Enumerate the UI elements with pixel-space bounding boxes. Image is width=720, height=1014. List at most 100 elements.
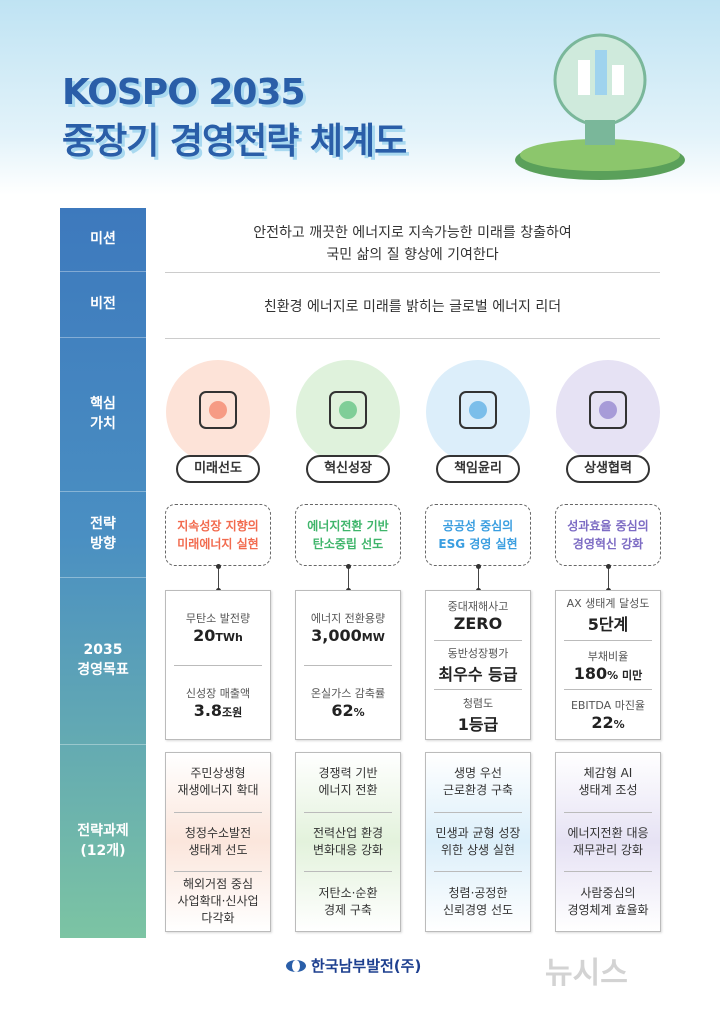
goal-card: 중대재해사고 ZERO 동반성장평가 최우수 등급 청렴도 1등급 <box>425 590 531 740</box>
divider <box>434 871 522 873</box>
value-icon-circle <box>426 360 530 464</box>
divider <box>564 811 652 813</box>
goal-unit: % <box>353 705 365 719</box>
lightbulb-box-icon <box>329 391 367 429</box>
goal-item: 부채비율 180% 미만 <box>556 641 660 690</box>
strategic-task: 사람중심의 경영체계 효율화 <box>567 885 649 917</box>
goal-label: 온실가스 감축률 <box>310 686 386 700</box>
divider <box>174 811 262 813</box>
label-strategic-direction: 전략 방향 <box>60 492 146 578</box>
connector-dot <box>216 564 221 569</box>
goal-number: ZERO <box>453 613 503 633</box>
goal-unit: % 미만 <box>607 668 643 682</box>
goal-value: 1등급 <box>426 711 530 735</box>
head-leaf-icon <box>199 391 237 429</box>
strategic-task: 체감형 AI 생태계 조성 <box>578 766 638 798</box>
divider <box>165 272 660 273</box>
goal-unit: 조원 <box>222 705 243 719</box>
core-value-label: 미래선도 <box>176 455 260 483</box>
goal-label: 청렴도 <box>462 696 494 710</box>
mission-text-1: 안전하고 깨끗한 에너지로 지속가능한 미래를 창출하여 <box>253 225 572 241</box>
goal-number: 180 <box>573 663 608 683</box>
connector-line <box>218 566 219 590</box>
goal-value: 3,000MW <box>296 626 400 645</box>
goal-item: 청렴도 1등급 <box>426 690 530 739</box>
strategic-direction-box: 성과효율 중심의 경영혁신 강화 <box>555 504 661 566</box>
strategic-task-card: 주민상생형 재생에너지 확대 청정수소발전 생태계 선도 해외거점 중심 사업확대·… <box>165 752 271 932</box>
goal-item: 온실가스 감축률 62% <box>296 666 400 740</box>
strategic-task: 청렴·공정한 신뢰경영 선도 <box>442 885 514 917</box>
strategic-task-card: 경쟁력 기반 에너지 전환 전력산업 환경 변화대응 강화 저탄소·순환 경제 구축 <box>295 752 401 932</box>
connector-dot <box>346 564 351 569</box>
core-value-label: 혁신성장 <box>306 455 390 483</box>
watermark: 뉴시스 <box>545 956 628 991</box>
divider <box>434 639 522 641</box>
value-icon-circle <box>296 360 400 464</box>
strategic-direction-box: 공공성 중심의 ESG 경영 실현 <box>425 504 531 566</box>
strategic-direction-box: 지속성장 지향의 미래에너지 실현 <box>165 504 271 566</box>
goal-item: 에너지 전환용량 3,000MW <box>296 591 400 665</box>
kospo-logo: 한국남부발전(주) <box>285 955 421 976</box>
goal-number: 1등급 <box>457 714 499 734</box>
connector-line <box>608 566 609 590</box>
goal-number: 3,000 <box>311 626 362 646</box>
vision-text: 친환경 에너지로 미래를 밝히는 글로벌 에너지 리더 <box>263 299 562 315</box>
goal-value: 22% <box>556 713 660 732</box>
strategic-task: 민생과 균형 성장 위한 상생 실현 <box>435 826 521 857</box>
strategic-task-card: 체감형 AI 생태계 조성 에너지전환 대응 재무관리 강화 사람중심의 경영체계 … <box>555 752 661 932</box>
divider <box>304 871 392 873</box>
goal-card: AX 생태계 달성도 5단계 부채비율 180% 미만 EBITDA 마진율 22% <box>555 590 661 740</box>
divider <box>564 689 652 691</box>
goal-card: 에너지 전환용량 3,000MW 온실가스 감축률 62% <box>295 590 401 740</box>
label-management-goals: 2035 경영목표 <box>60 578 146 745</box>
strategic-task: 경쟁력 기반 에너지 전환 <box>318 766 378 798</box>
label-mission: 미션 <box>60 208 146 272</box>
divider <box>304 664 392 666</box>
goal-number: 20 <box>193 626 216 646</box>
goal-value: 62% <box>296 701 400 720</box>
strategic-task: 생명 우선 근로환경 구축 <box>442 766 514 798</box>
goal-value: 최우수 등급 <box>426 661 530 685</box>
core-value-label: 책임윤리 <box>436 455 520 483</box>
divider <box>564 871 652 873</box>
goal-value: 180% 미만 <box>556 664 660 683</box>
connector-dot <box>606 564 611 569</box>
book-plant-icon <box>459 391 497 429</box>
divider <box>564 639 652 641</box>
goal-item: EBITDA 마진율 22% <box>556 690 660 739</box>
label-core-values: 핵심 가치 <box>60 338 146 492</box>
goal-label: 신성장 매출액 <box>185 686 251 700</box>
value-icon-circle <box>556 360 660 464</box>
goal-label: AX 생태계 달성도 <box>566 597 650 611</box>
goal-item: 무탄소 발전량 20TWh <box>166 591 270 665</box>
goal-label: EBITDA 마진율 <box>570 699 646 713</box>
goal-label: 동반성장평가 <box>447 647 509 660</box>
connector-dot <box>476 564 481 569</box>
header-banner: KOSPO 2035 중장기 경영전략 체계도 <box>0 0 720 195</box>
divider <box>174 871 262 873</box>
connector-line <box>348 566 349 590</box>
strategic-task: 청정수소발전 생태계 선도 <box>184 826 252 857</box>
logo-text: 한국남부발전(주) <box>311 957 422 975</box>
goal-number: 3.8 <box>193 700 223 720</box>
goal-value: ZERO <box>426 614 530 633</box>
label-strategic-tasks: 전략과제 (12개) <box>77 822 129 859</box>
goal-item: 중대재해사고 ZERO <box>426 591 530 640</box>
goal-value: 3.8조원 <box>166 701 270 720</box>
divider <box>304 811 392 813</box>
goal-number: 22 <box>591 713 614 733</box>
mission-text-2: 국민 삶의 질 향상에 기여한다 <box>326 247 499 263</box>
goal-item: 동반성장평가 최우수 등급 <box>426 641 530 690</box>
goal-label: 무탄소 발전량 <box>185 612 251 626</box>
goal-unit: MW <box>361 631 385 645</box>
kospo-logo-icon <box>286 959 306 972</box>
goal-number: 5단계 <box>587 615 629 635</box>
divider <box>434 689 522 691</box>
goal-label: 부채비율 <box>587 649 629 663</box>
value-icon-circle <box>166 360 270 464</box>
connector-line <box>478 566 479 590</box>
goal-unit: % <box>613 718 625 732</box>
goal-card: 무탄소 발전량 20TWh 신성장 매출액 3.8조원 <box>165 590 271 740</box>
strategic-direction-box: 에너지전환 기반 탄소중립 선도 <box>295 504 401 566</box>
